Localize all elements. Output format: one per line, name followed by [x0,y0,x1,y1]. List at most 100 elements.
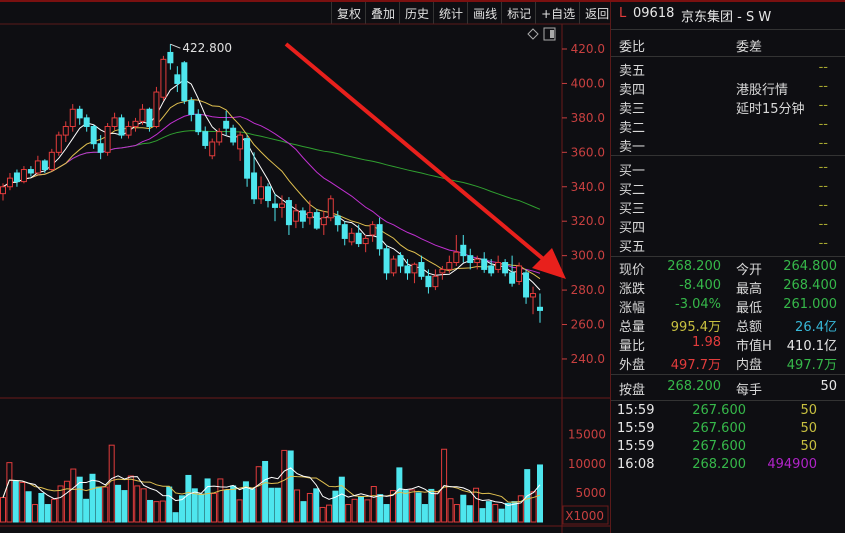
stat-label: 外盘 [619,358,646,373]
max-price-pointer [170,43,181,49]
market-marker: L [619,6,627,21]
diamond-icon[interactable] [527,28,539,40]
volume-bar [204,478,211,523]
volume-bar [409,489,416,523]
candle-body [509,272,516,284]
volume-bar [319,506,326,523]
stock-code: 09618 [633,6,675,21]
stat-label: 最低 [736,301,763,316]
volume-tick-label: 15000 [568,428,606,442]
candle-body [188,100,195,115]
volume-bar [115,484,122,523]
stat-label: 量比 [619,339,646,354]
volume-bar [268,487,275,523]
candle-body [278,203,285,208]
volume-bar [134,485,141,523]
stat-value: -3.04% [675,297,721,312]
candle-body [425,275,432,288]
closing-price: 268.200 [667,379,721,394]
trade-volume: 494900 [767,457,817,472]
candle-body [69,108,76,127]
lot-size-label: 每手 [736,383,763,398]
candle-body [83,117,90,127]
candle-body [174,74,181,84]
ask-label: 卖三 [619,102,646,117]
closing-label: 按盘 [619,383,646,398]
candle-body [285,200,292,226]
toolbar-button-4[interactable]: 画线 [467,2,501,24]
volume-bar [428,488,435,523]
volume-bar [230,485,237,523]
candle-body [383,248,390,274]
ask-value: -- [818,136,828,151]
volume-bar [479,508,486,523]
volume-bar [498,508,505,523]
bid-label: 买一 [619,164,646,179]
ask-label: 卖一 [619,140,646,155]
candle-body [474,258,481,264]
volume-bar [294,489,301,523]
toolbar-button-3[interactable]: 统计 [433,2,467,24]
candle-body [439,268,446,274]
price-tick-label: 420.0 [571,42,605,56]
stat-value: 497.7万 [670,358,721,373]
divider [611,400,845,401]
volume-unit-label: X1000 [565,509,604,523]
toolbar-button-0[interactable]: 复权 [331,2,365,24]
divider [611,256,845,257]
candle-body [251,172,258,200]
volume-bar [492,504,499,523]
candle-body [195,113,202,133]
volume-bar [300,501,307,523]
lot-size-value: 50 [820,379,837,394]
stat-label: 最高 [736,282,763,297]
candle-body [341,224,348,239]
price-tick-label: 400.0 [571,76,605,90]
volume-bar [159,500,166,523]
volume-bar [249,488,256,523]
toolbar-button-6[interactable]: +自选 [535,2,579,24]
kline-chart[interactable]: 420.0 400.0 380.0 360.0 340.0 320.0 300.0 280.0… [0,0,610,533]
volume-bar [306,492,313,523]
trade-time: 15:59 [617,403,655,418]
stat-value: 261.000 [783,297,837,312]
candle-body [230,127,237,143]
volume-bar [255,466,262,523]
ask-value: -- [818,117,828,132]
ask-label: 卖四 [619,83,646,98]
volume-bar [57,485,64,523]
candle-body [118,117,125,136]
volume-tick-label: 10000 [568,457,606,471]
volume-bar [415,492,422,523]
stat-label: 内盘 [736,358,763,373]
quote-panel: L 09618 京东集团 - S W 委比 委差 卖五 -- 卖四 -- 卖三 -- 卖二 -- 卖一 --… [610,2,845,533]
stat-label: 总额 [736,320,763,335]
bid-label: 买二 [619,183,646,198]
stat-value: 1.98 [692,335,721,350]
candle-body [48,151,55,171]
toolbar-button-2[interactable]: 历史 [399,2,433,24]
volume-bar [345,504,352,523]
candle-body [146,108,153,127]
candle-body [76,108,83,119]
panel-toggle-icon-fill [550,30,554,38]
candle-body [0,186,6,195]
toolbar-button-7[interactable]: 返回 [579,2,613,24]
volume-bar [389,490,396,523]
volume-bar [370,485,377,523]
candle-body [292,210,299,222]
candle-body [27,169,34,174]
bid-value: -- [818,198,828,213]
toolbar-button-5[interactable]: 标记 [501,2,535,24]
volume-bar [25,491,32,523]
bid-value: -- [818,179,828,194]
candle-body [404,265,411,274]
volume-tick-label: 5000 [575,486,606,500]
toolbar-button-1[interactable]: 叠加 [365,2,399,24]
stat-label: 总量 [619,320,646,335]
bid-value: -- [818,217,828,232]
volume-bar [460,494,467,523]
panel-toggle-icon[interactable] [543,27,556,41]
ask-label: 卖二 [619,121,646,136]
notice-line: 延时15分钟 [736,102,805,117]
